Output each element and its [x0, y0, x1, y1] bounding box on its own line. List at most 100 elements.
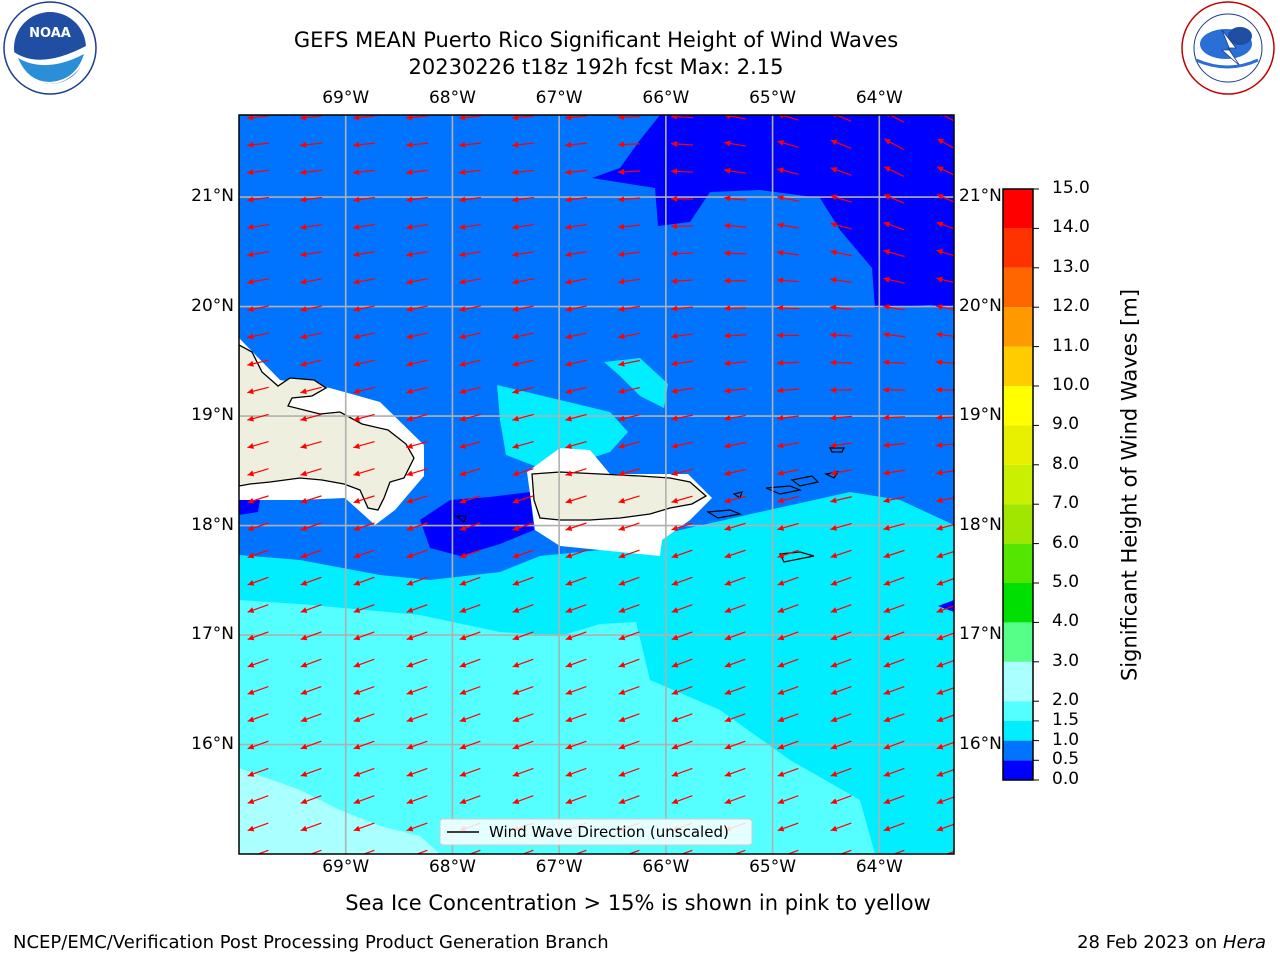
wave-direction-arrow: [459, 223, 481, 230]
lon-label: 68°W: [428, 88, 476, 108]
wave-direction-arrow: [778, 115, 799, 121]
wave-direction-arrow: [883, 822, 905, 832]
wave-direction-arrow: [512, 386, 534, 395]
wave-direction-arrow: [247, 468, 269, 477]
colorbar: [1002, 188, 1039, 781]
wave-direction-arrow: [565, 795, 587, 805]
wave-direction-arrow: [565, 767, 587, 777]
wave-direction-arrow: [883, 576, 905, 586]
wave-direction-arrow: [829, 414, 853, 421]
wave-direction-arrow: [512, 359, 534, 367]
wave-direction-arrow: [512, 685, 534, 695]
wave-direction-arrow: [884, 138, 904, 151]
wave-direction-arrow: [300, 386, 322, 395]
colorbar-tick-label: 0.5: [1052, 749, 1080, 770]
wave-direction-arrow: [300, 576, 322, 586]
wave-direction-arrow: [618, 468, 640, 477]
lat-label: 17°N: [191, 624, 234, 645]
wave-direction-arrow: [724, 685, 746, 695]
wave-direction-arrow: [459, 441, 481, 449]
wave-direction-arrow: [459, 549, 481, 559]
colorbar-tick-label: 2.0: [1052, 690, 1080, 711]
wave-direction-arrow: [300, 305, 322, 313]
wave-direction-arrow: [724, 522, 746, 531]
wave-direction-arrow: [247, 685, 269, 695]
wave-direction-arrow: [883, 221, 905, 231]
wave-direction-arrow: [512, 631, 534, 641]
wave-direction-arrow: [724, 549, 746, 559]
wave-direction-arrow: [565, 631, 587, 641]
wave-direction-arrow: [406, 169, 428, 176]
wave-direction-arrow: [883, 249, 905, 258]
wave-direction-arrow: [353, 685, 375, 695]
wave-direction-arrow: [777, 658, 799, 668]
wave-direction-arrow: [511, 115, 535, 121]
wave-direction-arrow: [882, 442, 906, 449]
colorbar-segment: [1003, 307, 1033, 347]
wave-direction-arrow: [618, 658, 640, 668]
colorbar-segment: [1003, 720, 1033, 741]
wave-direction-arrow: [406, 795, 428, 805]
wave-direction-arrow: [406, 196, 428, 203]
wave-direction-arrow: [936, 469, 954, 476]
wave-direction-arrow: [777, 713, 799, 723]
wave-direction-arrow: [565, 251, 587, 258]
wave-direction-arrow: [618, 549, 640, 559]
wave-direction-arrow: [671, 795, 693, 805]
wave-direction-arrow: [300, 740, 322, 750]
wave-direction-arrow: [406, 495, 428, 504]
wave-direction-arrow: [247, 713, 269, 723]
wave-direction-arrow: [777, 167, 799, 175]
wave-direction-arrow: [671, 414, 693, 422]
wave-direction-arrow: [883, 331, 905, 338]
lat-label-right: 19°N: [959, 405, 1001, 426]
wave-direction-arrow: [777, 740, 799, 750]
wave-direction-arrow: [723, 332, 747, 339]
wave-direction-arrow: [459, 658, 481, 668]
lat-label-right: 18°N: [959, 514, 1001, 535]
wave-direction-arrow: [724, 740, 746, 750]
wave-direction-arrow: [300, 713, 322, 723]
wave-direction-arrow: [406, 549, 428, 559]
wave-direction-arrow: [883, 631, 905, 641]
wave-direction-arrow: [618, 576, 640, 586]
wave-direction-arrow: [406, 468, 428, 477]
wave-direction-arrow: [406, 223, 428, 230]
wave-direction-arrow: [353, 386, 375, 395]
lat-label: 20°N: [191, 295, 234, 316]
colorbar-tick-label: 5.0: [1052, 572, 1080, 592]
wave-direction-arrow: [406, 822, 428, 832]
colorbar-tick-label: 1.5: [1052, 709, 1080, 730]
wave-direction-arrow: [618, 251, 640, 258]
wave-direction-arrow: [247, 740, 269, 750]
wave-direction-arrow: [459, 740, 481, 750]
wave-direction-arrow: [777, 442, 799, 449]
wave-direction-arrow: [512, 196, 534, 203]
wave-direction-arrow: [617, 196, 641, 203]
colorbar-tick-label: 8.0: [1052, 453, 1080, 474]
wave-direction-arrow: [724, 140, 746, 147]
wave-direction-arrow: [300, 795, 322, 805]
wave-direction-arrow: [777, 140, 799, 148]
wave-direction-arrow: [724, 115, 746, 120]
wave-direction-arrow: [936, 304, 954, 311]
wave-direction-arrow: [776, 277, 800, 284]
wave-direction-arrow: [247, 495, 269, 504]
wave-direction-arrow: [670, 223, 694, 230]
wave-direction-arrow: [247, 822, 269, 832]
wave-direction-arrow: [247, 196, 269, 203]
wave-direction-arrow: [512, 413, 534, 422]
wave-direction-arrow: [565, 169, 587, 176]
wave-direction-arrow: [830, 194, 852, 203]
wave-direction-arrow: [671, 441, 693, 449]
wave-direction-arrow: [247, 251, 269, 258]
wave-direction-arrow: [617, 168, 641, 175]
wave-direction-arrow: [459, 685, 481, 695]
wave-direction-arrow: [512, 278, 534, 285]
wave-direction-arrow: [830, 604, 852, 613]
footer-date: 28 Feb 2023 on Hera: [1077, 932, 1266, 953]
wave-direction-arrow: [883, 276, 905, 284]
wave-direction-arrow: [353, 713, 375, 723]
wave-direction-arrow: [776, 332, 800, 339]
lon-label: 68°W: [428, 857, 476, 877]
